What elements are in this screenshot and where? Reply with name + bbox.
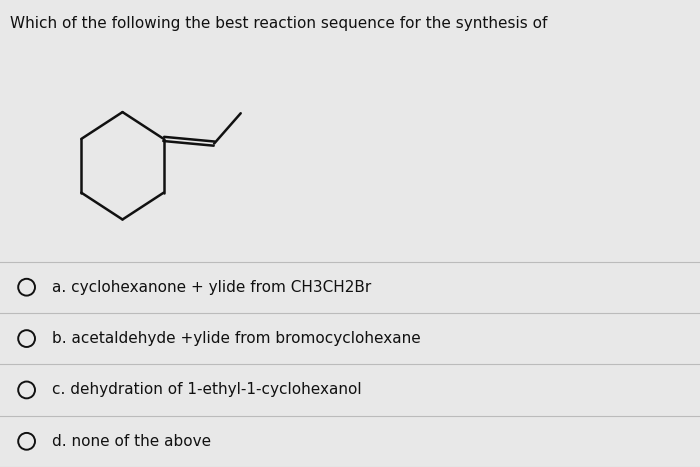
Text: c. dehydration of 1-ethyl-1-cyclohexanol: c. dehydration of 1-ethyl-1-cyclohexanol xyxy=(52,382,362,397)
Text: a. cyclohexanone + ylide from CH3CH2Br: a. cyclohexanone + ylide from CH3CH2Br xyxy=(52,280,372,295)
Text: b. acetaldehyde +ylide from bromocyclohexane: b. acetaldehyde +ylide from bromocyclohe… xyxy=(52,331,421,346)
Text: d. none of the above: d. none of the above xyxy=(52,434,211,449)
Text: Which of the following the best reaction sequence for the synthesis of: Which of the following the best reaction… xyxy=(10,16,548,31)
